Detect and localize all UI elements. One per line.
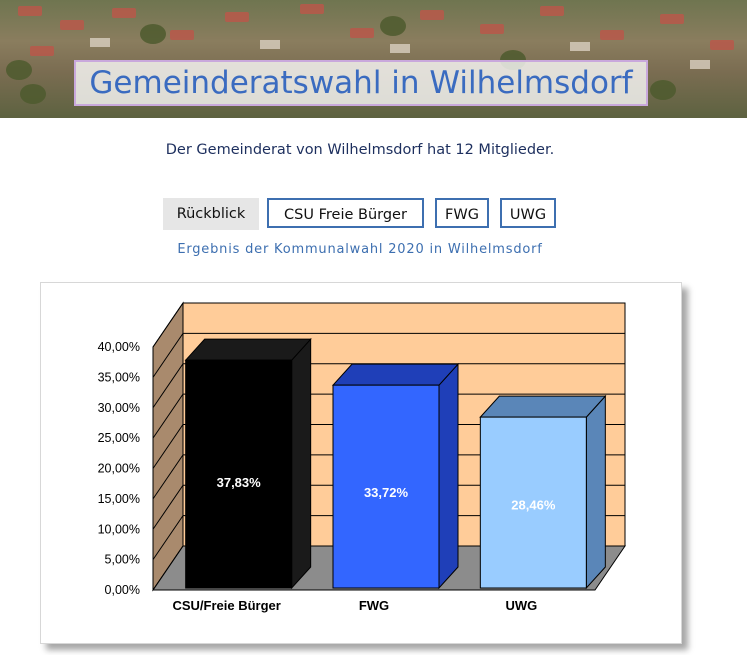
tab-rueckblick[interactable]: Rückblick (163, 198, 259, 230)
x-category-label: FWG (359, 598, 389, 613)
tab-csu-freie-buerger[interactable]: CSU Freie Bürger (267, 198, 424, 228)
gridline-side (152, 515, 184, 560)
intro-text: Der Gemeinderat von Wilhelmsdorf hat 12 … (165, 142, 555, 158)
gridline-side (152, 424, 184, 469)
y-tick-label: 5,00% (105, 553, 140, 567)
chart-frame: 0,00% 5,00% 10,00% 15,00% 20,00% 25,00% 30,00%… (40, 282, 682, 644)
bar (332, 384, 440, 589)
bar-value-label: 28,46% (511, 498, 556, 513)
bar (479, 416, 587, 589)
gridline-side (152, 302, 184, 348)
y-tick-label: 30,00% (98, 401, 140, 415)
gridline-side (152, 454, 184, 500)
bar-side-face (585, 394, 606, 590)
tab-bar: Rückblick CSU Freie Bürger FWG UWG (0, 198, 720, 230)
bar-top-face (331, 363, 460, 386)
x-category-label: CSU/Freie Bürger (172, 598, 280, 613)
y-tick-label: 40,00% (98, 340, 140, 354)
y-tick-label: 25,00% (98, 431, 140, 445)
y-tick-label: 20,00% (98, 462, 140, 476)
bar-value-label: 33,72% (364, 485, 409, 500)
gridline-side (152, 393, 184, 439)
page-title: Gemeinderatswahl in Wilhelmsdorf (74, 60, 648, 106)
bar-value-label: 37,83% (217, 475, 262, 490)
gridline-side (152, 484, 184, 530)
bar-top-face (184, 338, 312, 361)
bar-chart: 0,00% 5,00% 10,00% 15,00% 20,00% 25,00% 30,00%… (98, 301, 626, 613)
tab-uwg[interactable]: UWG (500, 198, 556, 228)
chart-subtitle: Ergebnis der Kommunalwahl 2020 in Wilhel… (177, 242, 543, 257)
gridline-side (152, 333, 184, 378)
bar-side-face (291, 337, 312, 590)
y-tick-label: 0,00% (105, 583, 140, 597)
tab-fwg[interactable]: FWG (435, 198, 489, 228)
y-tick-label: 35,00% (98, 370, 140, 384)
x-category-label: UWG (505, 598, 537, 613)
header-banner: Gemeinderatswahl in Wilhelmsdorf (0, 0, 747, 118)
bar-side-face (438, 362, 459, 590)
bar-top-face (479, 395, 607, 418)
bar (185, 359, 293, 589)
y-tick-label: 15,00% (98, 492, 140, 506)
gridline-side (152, 363, 184, 409)
y-tick-label: 10,00% (98, 522, 140, 536)
gridline-side (152, 545, 184, 591)
